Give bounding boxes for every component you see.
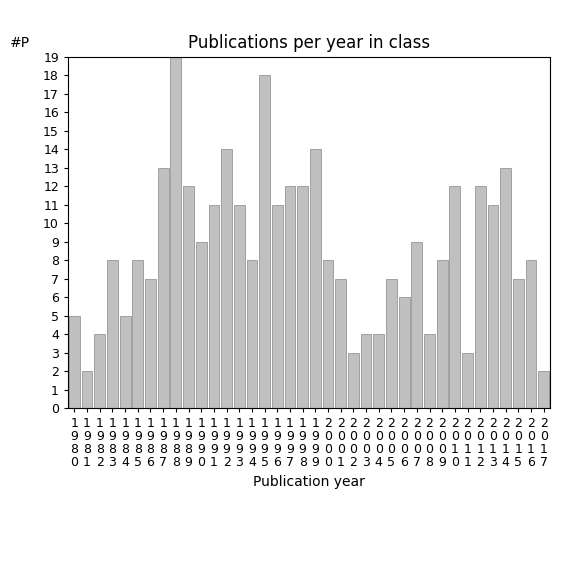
Bar: [297, 186, 308, 408]
Bar: [120, 316, 130, 408]
Bar: [158, 168, 168, 408]
Bar: [412, 242, 422, 408]
Bar: [323, 260, 333, 408]
Bar: [133, 260, 143, 408]
Bar: [310, 149, 321, 408]
Bar: [488, 205, 498, 408]
Bar: [513, 279, 524, 408]
Bar: [526, 260, 536, 408]
Bar: [399, 297, 409, 408]
Bar: [462, 353, 473, 408]
Bar: [183, 186, 194, 408]
Bar: [82, 371, 92, 408]
Bar: [424, 334, 435, 408]
Bar: [386, 279, 397, 408]
Bar: [209, 205, 219, 408]
Bar: [361, 334, 371, 408]
Bar: [234, 205, 244, 408]
Bar: [247, 260, 257, 408]
Text: #P: #P: [10, 36, 30, 50]
Bar: [272, 205, 283, 408]
Bar: [221, 149, 232, 408]
Bar: [171, 57, 181, 408]
Bar: [374, 334, 384, 408]
Bar: [348, 353, 359, 408]
Bar: [285, 186, 295, 408]
Bar: [475, 186, 485, 408]
Bar: [69, 316, 80, 408]
Bar: [94, 334, 105, 408]
Bar: [437, 260, 447, 408]
Bar: [538, 371, 549, 408]
Bar: [107, 260, 118, 408]
Title: Publications per year in class: Publications per year in class: [188, 35, 430, 52]
Bar: [145, 279, 156, 408]
Bar: [196, 242, 206, 408]
Bar: [450, 186, 460, 408]
Bar: [500, 168, 511, 408]
Bar: [335, 279, 346, 408]
Bar: [259, 75, 270, 408]
X-axis label: Publication year: Publication year: [253, 475, 365, 489]
